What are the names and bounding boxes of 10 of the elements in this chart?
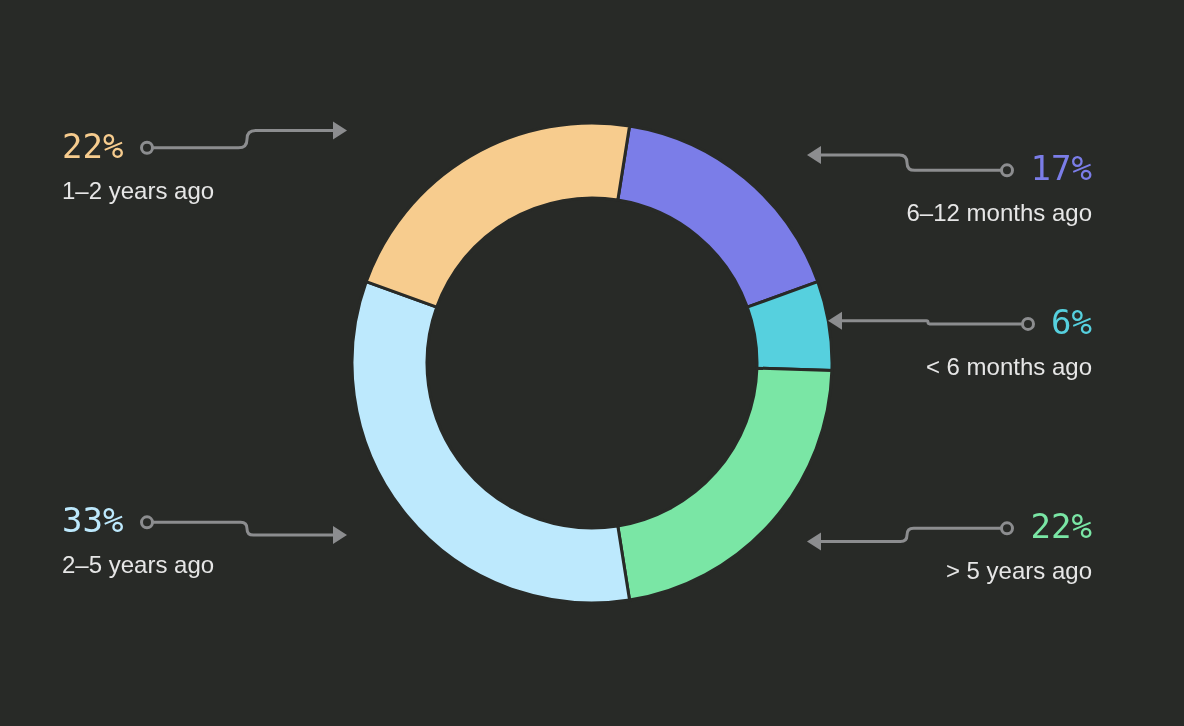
data-label: 6% xyxy=(1051,301,1092,342)
slice-label: > 5 years ago xyxy=(945,557,1092,585)
slice-label: 1–2 years ago xyxy=(62,176,215,204)
slice-label: 6–12 months ago xyxy=(906,199,1092,227)
data-label: 17% xyxy=(1030,148,1092,189)
data-label: 33% xyxy=(62,500,124,541)
slice-label: < 6 months ago xyxy=(925,352,1092,380)
slice-label: 2–5 years ago xyxy=(62,551,215,579)
data-label: 22% xyxy=(62,125,124,166)
data-label: 22% xyxy=(1030,506,1092,547)
